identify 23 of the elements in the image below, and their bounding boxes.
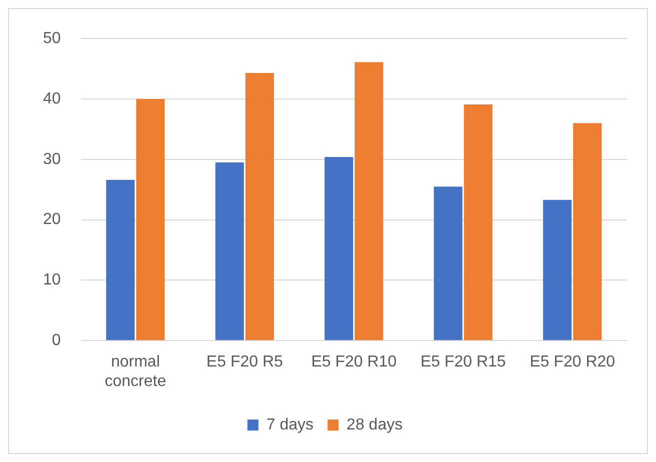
y-tick-label: 10 <box>43 272 61 289</box>
bar <box>434 186 462 340</box>
bar <box>354 62 384 340</box>
bar <box>106 180 135 340</box>
y-tick-label: 50 <box>43 30 61 48</box>
y-tick-label: 20 <box>43 211 61 228</box>
bar <box>324 156 354 340</box>
x-tick-label: E5 F20 R15 <box>420 354 506 371</box>
legend-label: 28 days <box>346 416 403 434</box>
bar <box>573 123 602 340</box>
x-tick-label: E5 F20 R5 <box>206 354 283 371</box>
y-tick-label: 30 <box>43 150 61 168</box>
x-tick-label: E5 F20 R10 <box>311 354 397 371</box>
bar <box>136 99 165 340</box>
x-tick-label: normal concrete <box>104 354 166 390</box>
bar <box>245 73 274 340</box>
y-tick-label: 0 <box>52 332 61 350</box>
bar <box>543 200 572 340</box>
bar <box>215 162 244 340</box>
bar <box>464 104 492 340</box>
x-tick-label: E5 F20 R20 <box>530 354 616 371</box>
legend-label: 7 days <box>266 416 314 434</box>
y-tick-label: 40 <box>43 90 61 108</box>
